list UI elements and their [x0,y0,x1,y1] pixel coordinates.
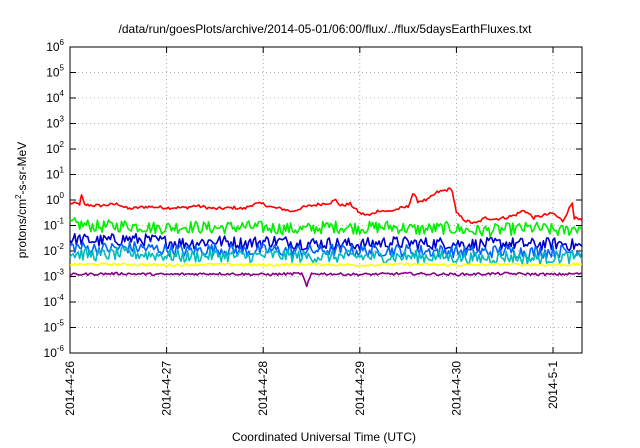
series-line-4 [69,246,583,266]
chart-title: /data/run/goesPlots/archive/2014-05-01/0… [119,22,533,36]
x-tick-label: 2014-4-26 [63,361,77,416]
series-layer [69,187,583,288]
y-tick-label: 10-3 [44,268,65,284]
x-tick-label: 2014-5-1 [546,361,560,409]
y-tick-label: 101 [46,166,64,182]
y-axis-ticks: 106 105 104 103 102 101 100 10-1 10-2 10-3 10-4 10-… [44,38,582,360]
series-line-1 [69,217,583,238]
y-tick-label: 102 [46,140,64,156]
x-tick-label: 2014-4-30 [449,361,463,416]
y-axis-title-rest: -s-sr-MeV [15,142,29,195]
y-tick-label: 104 [46,89,64,105]
y-tick-label: 10-2 [44,242,65,258]
y-tick-label: 10-1 [44,217,65,233]
x-tick-label: 2014-4-28 [256,361,270,416]
x-axis-title: Coordinated Universal Time (UTC) [232,430,416,444]
y-tick-label: 10-5 [44,319,65,335]
series-line-2 [69,232,583,252]
grid-layer [70,47,582,353]
y-tick-label: 100 [46,191,64,207]
x-axis-ticks: 2014-4-26 2014-4-27 2014-4-28 2014-4-29 2014… [63,47,560,416]
x-tick-label: 2014-4-29 [353,361,367,416]
y-tick-label: 103 [46,115,64,131]
y-tick-label: 10-6 [44,344,65,360]
y-axis-title: protons/cm2-s-sr-MeV [14,142,29,258]
series-line-0 [69,187,583,224]
x-tick-label: 2014-4-27 [160,361,174,416]
y-tick-label: 106 [46,38,64,54]
series-line-3 [69,241,583,259]
y-axis-title-base: protons/cm [15,199,29,258]
y-tick-label: 10-4 [44,293,65,309]
y-axis-title-sup: 2 [14,194,23,199]
series-line-6 [69,271,583,288]
series-line-5 [69,262,583,267]
y-tick-label: 105 [46,64,64,80]
